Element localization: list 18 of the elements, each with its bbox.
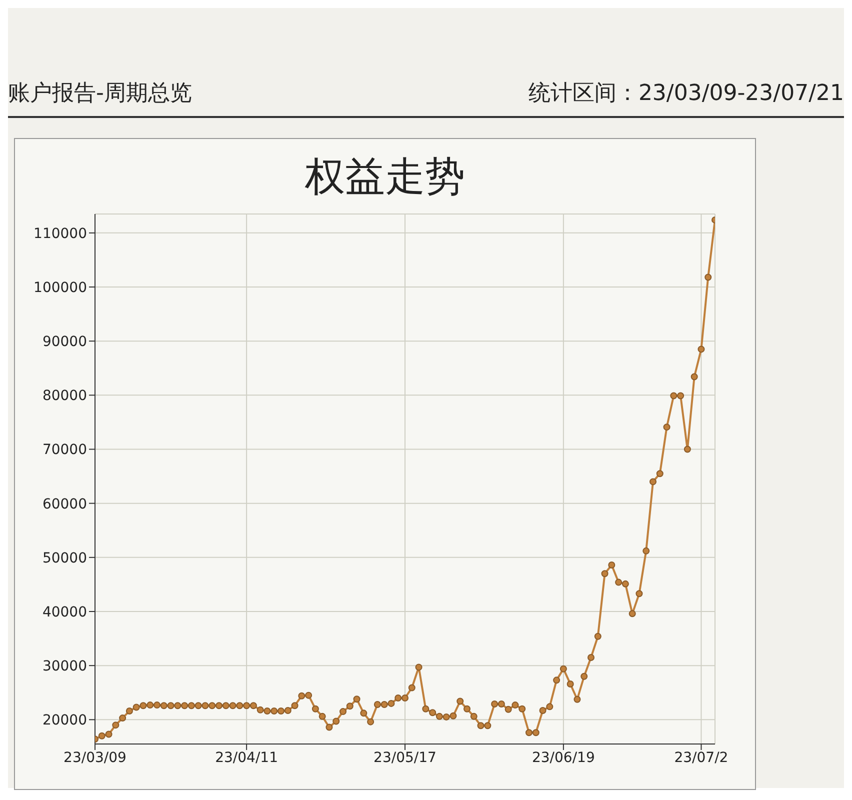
- y-tick-label: 20000: [42, 712, 87, 729]
- y-tick-label: 90000: [42, 334, 87, 350]
- x-tick-label: 23/07/2: [674, 750, 728, 766]
- x-tick-label: 23/06/19: [532, 750, 595, 766]
- y-tick-label: 70000: [42, 442, 87, 458]
- y-tick-label: 40000: [42, 604, 87, 620]
- y-tick-label: 80000: [42, 388, 87, 404]
- y-tick-label: 50000: [42, 550, 87, 566]
- chart-title: 权益走势: [304, 153, 466, 202]
- y-tick-label: 110000: [34, 226, 87, 242]
- y-tick-label: 60000: [42, 496, 87, 512]
- y-tick-label: 30000: [42, 658, 87, 675]
- text: 统计区间：23/03/09-23/07/21: [528, 80, 844, 108]
- text: 账户报告-周期总览: [8, 80, 192, 108]
- x-tick-label: 23/05/17: [374, 750, 436, 766]
- x-tick-label: 23/03/09: [64, 750, 126, 766]
- x-tick-label: 23/04/11: [215, 750, 278, 766]
- y-tick-label: 100000: [34, 280, 87, 296]
